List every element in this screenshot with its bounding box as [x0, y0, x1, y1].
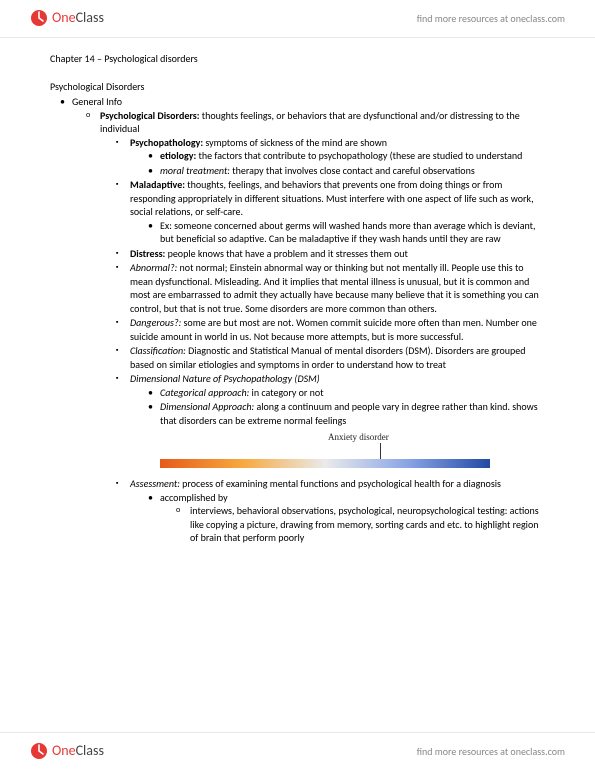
list-item: etiology: the factors that contribute to…: [160, 149, 545, 163]
term: Dimensional Approach:: [160, 400, 256, 413]
gradient-label: Anxiety disorder: [328, 431, 389, 443]
document-content: Chapter 14 – Psychological disorders Psy…: [0, 38, 595, 556]
list-item: Classification: Diagnostic and Statistic…: [130, 344, 545, 371]
definition: Diagnostic and Statistical Manual of men…: [130, 344, 525, 371]
text: Ex: someone concerned about germs will w…: [160, 219, 536, 246]
footer-resources-link[interactable]: find more resources at oneclass.com: [417, 745, 565, 759]
text: interviews, behavioral observations, psy…: [190, 504, 539, 544]
term: Psychopathology:: [130, 136, 205, 149]
list-item: moral treatment: therapy that involves c…: [160, 164, 545, 178]
definition: symptoms of sickness of the mind are sho…: [205, 136, 387, 149]
term: Abnormal?:: [130, 261, 180, 274]
brand-text: OneClass: [52, 742, 104, 761]
definition: people knows that have a problem and it …: [168, 247, 408, 260]
definition: in category or not: [252, 386, 324, 399]
text: accomplished by: [160, 491, 228, 504]
section-title: Psychological Disorders: [50, 80, 545, 94]
brand-logo-footer: OneClass: [30, 742, 104, 761]
term: Dangerous?:: [130, 316, 184, 329]
list-item: Maladaptive: thoughts, feelings, and beh…: [130, 178, 545, 246]
definition: not normal; Einstein abnormal way or thi…: [130, 261, 539, 315]
list-item: Psychopathology: symptoms of sickness of…: [130, 136, 545, 178]
term: moral treatment:: [160, 164, 232, 177]
term: Categorical approach:: [160, 386, 252, 399]
term: Maladaptive:: [130, 178, 187, 191]
list-item: Dimensional Approach: along a continuum …: [160, 400, 545, 427]
page-header: OneClass find more resources at oneclass…: [0, 0, 595, 38]
term: Classification:: [130, 344, 188, 357]
list-item: General Info Psychological Disorders: th…: [72, 95, 545, 545]
term: Assessment:: [130, 477, 182, 490]
definition: thoughts, feelings, and behaviors that p…: [130, 178, 534, 218]
gradient-marker-line: [380, 443, 381, 459]
term: etiology:: [160, 149, 199, 162]
text: General Info: [72, 95, 122, 108]
definition: process of examining mental functions an…: [182, 477, 501, 490]
anxiety-gradient-diagram: Anxiety disorder: [160, 433, 545, 473]
list-item: Abnormal?: not normal; Einstein abnormal…: [130, 261, 545, 315]
list-item: Psychological Disorders: thoughts feelin…: [100, 109, 545, 545]
list-item: Categorical approach: in category or not: [160, 386, 545, 400]
definition: therapy that involves close contact and …: [232, 164, 475, 177]
term: Distress:: [130, 247, 168, 260]
page-footer: OneClass find more resources at oneclass…: [0, 732, 595, 770]
list-item: accomplished by interviews, behavioral o…: [160, 491, 545, 545]
header-resources-link[interactable]: find more resources at oneclass.com: [417, 12, 565, 26]
list-item: Dangerous?: some are but most are not. W…: [130, 316, 545, 343]
term: Psychological Disorders:: [100, 109, 202, 122]
definition: the factors that contribute to psychopat…: [199, 149, 523, 162]
brand-icon: [30, 9, 48, 27]
brand-icon: [30, 742, 48, 760]
list-item: interviews, behavioral observations, psy…: [190, 504, 545, 545]
list-item: Ex: someone concerned about germs will w…: [160, 219, 545, 246]
chapter-title: Chapter 14 – Psychological disorders: [50, 52, 545, 66]
list-item: Distress: people knows that have a probl…: [130, 247, 545, 261]
list-item: Dimensional Nature of Psychopathology (D…: [130, 372, 545, 473]
brand-logo: OneClass: [30, 9, 104, 28]
brand-text: OneClass: [52, 9, 104, 28]
text: Dimensional Nature of Psychopathology (D…: [130, 372, 320, 385]
gradient-bar: [160, 459, 490, 468]
list-item: Assessment: process of examining mental …: [130, 477, 545, 545]
definition: some are but most are not. Women commit …: [130, 316, 537, 343]
